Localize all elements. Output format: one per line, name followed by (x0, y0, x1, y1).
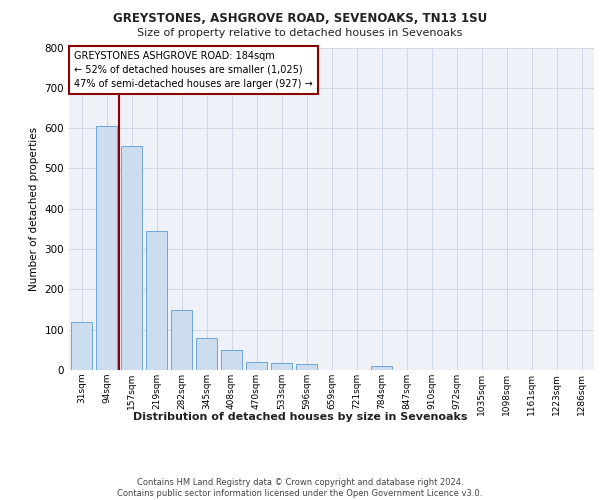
Text: GREYSTONES, ASHGROVE ROAD, SEVENOAKS, TN13 1SU: GREYSTONES, ASHGROVE ROAD, SEVENOAKS, TN… (113, 12, 487, 26)
Bar (221, 350, 242, 370)
Bar (371, 366, 392, 370)
Bar (296, 364, 317, 370)
Bar (146, 231, 167, 370)
Text: Distribution of detached houses by size in Sevenoaks: Distribution of detached houses by size … (133, 412, 467, 422)
Bar (121, 146, 142, 370)
Y-axis label: Number of detached properties: Number of detached properties (29, 126, 39, 291)
Bar (271, 362, 292, 370)
Bar (71, 322, 92, 370)
Text: Size of property relative to detached houses in Sevenoaks: Size of property relative to detached ho… (137, 28, 463, 38)
Text: GREYSTONES ASHGROVE ROAD: 184sqm
← 52% of detached houses are smaller (1,025)
47: GREYSTONES ASHGROVE ROAD: 184sqm ← 52% o… (74, 50, 313, 88)
Bar (171, 310, 192, 370)
Bar (96, 126, 117, 370)
Bar (196, 338, 217, 370)
Text: Contains HM Land Registry data © Crown copyright and database right 2024.
Contai: Contains HM Land Registry data © Crown c… (118, 478, 482, 498)
Bar (246, 362, 267, 370)
